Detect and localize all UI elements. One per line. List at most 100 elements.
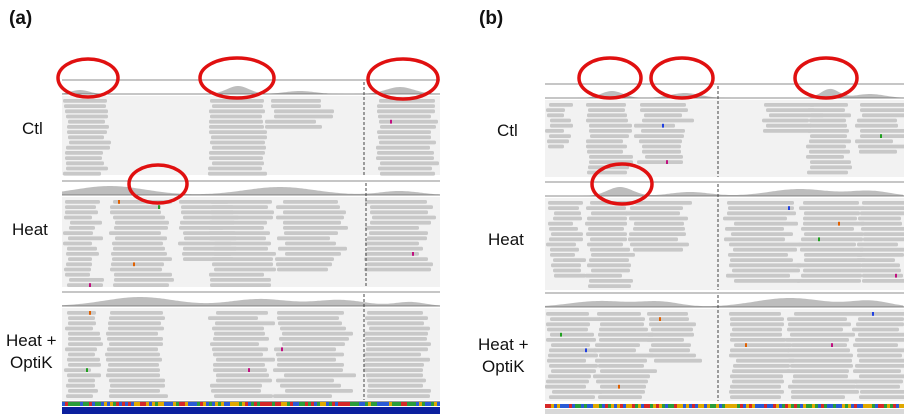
reference-sequence-base — [401, 402, 404, 406]
read — [550, 253, 575, 257]
reference-sequence-base — [128, 402, 131, 406]
read — [69, 278, 104, 282]
reference-sequence-base — [347, 402, 350, 406]
read — [365, 252, 419, 256]
read — [862, 201, 904, 205]
read — [110, 311, 163, 315]
reference-sequence-base — [365, 402, 368, 406]
read — [729, 312, 781, 316]
read — [210, 114, 262, 119]
read — [590, 237, 627, 242]
read — [211, 389, 261, 393]
read — [787, 327, 843, 332]
reference-sequence-base — [170, 402, 173, 406]
reference-sequence-base — [878, 404, 881, 408]
read — [211, 135, 267, 140]
read — [852, 327, 899, 332]
reference-sequence-base — [317, 402, 320, 406]
read — [69, 140, 111, 145]
reference-sequence-base — [776, 404, 779, 408]
read — [587, 242, 623, 247]
read — [63, 241, 92, 246]
reference-sequence-base — [374, 402, 377, 406]
mismatch-mark — [745, 343, 747, 347]
read — [280, 383, 341, 388]
read — [109, 389, 160, 393]
reference-sequence-base — [779, 404, 782, 408]
read — [273, 394, 332, 398]
read — [591, 211, 628, 216]
reference-sequence-base — [656, 404, 659, 408]
read — [378, 166, 432, 171]
read — [734, 279, 801, 283]
read — [380, 125, 436, 129]
reference-sequence-base — [689, 404, 692, 408]
read — [66, 166, 108, 171]
read — [732, 369, 791, 373]
read — [630, 206, 683, 210]
read — [65, 156, 102, 160]
read — [588, 227, 624, 231]
read — [786, 369, 849, 373]
read — [862, 113, 904, 118]
read — [365, 226, 419, 230]
read — [68, 135, 104, 140]
read — [856, 258, 895, 262]
reference-sequence-base — [203, 402, 206, 406]
read — [65, 326, 93, 331]
read — [212, 347, 268, 352]
read — [598, 332, 654, 337]
reference-sequence-base — [872, 404, 875, 408]
reference-sequence-base — [134, 402, 137, 406]
reference-sequence-base — [815, 404, 818, 408]
mismatch-mark — [880, 134, 882, 138]
read — [64, 267, 91, 272]
read — [111, 262, 164, 267]
read — [599, 353, 654, 358]
read — [546, 108, 565, 112]
read — [367, 321, 424, 326]
reference-sequence-base — [299, 402, 302, 406]
read — [216, 373, 269, 378]
read — [63, 171, 101, 176]
read — [366, 347, 428, 352]
reference-sequence-base — [389, 402, 392, 406]
reference-sequence-base — [830, 404, 833, 408]
read — [804, 253, 863, 257]
read — [376, 145, 430, 150]
read — [365, 337, 427, 341]
read — [370, 205, 433, 209]
reference-sequence-base — [212, 402, 215, 406]
reference-sequence-base — [101, 402, 104, 406]
read — [730, 374, 783, 379]
read — [271, 99, 321, 103]
read — [589, 258, 629, 262]
reference-sequence-base — [605, 404, 608, 408]
read — [67, 283, 103, 287]
read — [369, 231, 428, 235]
read — [212, 104, 263, 108]
reference-sequence-base — [821, 404, 824, 408]
read — [276, 378, 334, 383]
reference-sequence-base — [380, 402, 383, 406]
read — [654, 358, 702, 363]
reference-sequence-base — [335, 402, 338, 406]
reference-sequence-base — [794, 404, 797, 408]
read — [796, 263, 862, 268]
read — [274, 347, 336, 352]
read — [208, 171, 267, 176]
read — [597, 312, 641, 316]
read — [586, 206, 626, 210]
read — [106, 357, 162, 362]
read — [589, 123, 632, 128]
reference-sequence-base — [866, 404, 869, 408]
read — [804, 258, 866, 262]
read — [729, 390, 784, 394]
read — [547, 358, 586, 363]
reference-sequence-base — [749, 404, 752, 408]
reference-sequence-base — [386, 402, 389, 406]
read — [862, 279, 904, 283]
read — [804, 232, 864, 236]
read — [114, 278, 174, 282]
read — [587, 170, 627, 175]
